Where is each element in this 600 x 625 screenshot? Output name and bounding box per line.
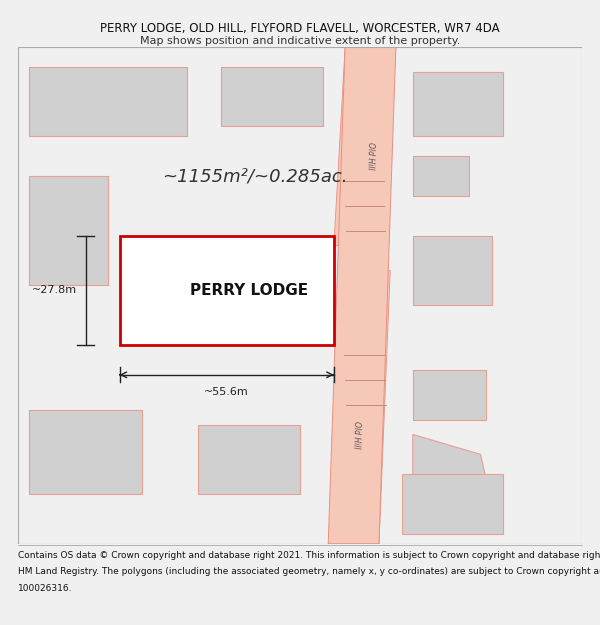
Polygon shape [334, 271, 390, 544]
Bar [119, 236, 334, 345]
Bar [221, 67, 323, 126]
Text: ~27.8m: ~27.8m [32, 286, 77, 296]
Polygon shape [334, 47, 396, 246]
Bar [29, 409, 142, 494]
Text: HM Land Registry. The polygons (including the associated geometry, namely x, y c: HM Land Registry. The polygons (includin… [18, 568, 600, 576]
Text: ~55.6m: ~55.6m [205, 388, 249, 398]
Polygon shape [328, 47, 396, 544]
Text: Contains OS data © Crown copyright and database right 2021. This information is : Contains OS data © Crown copyright and d… [18, 551, 600, 560]
Text: 100026316.: 100026316. [18, 584, 73, 592]
Bar [401, 474, 503, 534]
Polygon shape [413, 434, 492, 504]
Text: Old Hill: Old Hill [365, 142, 376, 170]
Bar [199, 424, 300, 494]
Text: PERRY LODGE: PERRY LODGE [190, 283, 308, 298]
Text: Map shows position and indicative extent of the property.: Map shows position and indicative extent… [140, 36, 460, 46]
Text: ~1155m²/~0.285ac.: ~1155m²/~0.285ac. [162, 167, 347, 185]
Text: PERRY LODGE, OLD HILL, FLYFORD FLAVELL, WORCESTER, WR7 4DA: PERRY LODGE, OLD HILL, FLYFORD FLAVELL, … [100, 22, 500, 35]
Bar [29, 176, 108, 286]
Bar [413, 72, 503, 136]
Bar [413, 370, 486, 419]
Bar [413, 236, 492, 305]
Text: Old Hill: Old Hill [352, 421, 361, 448]
Bar [413, 156, 469, 196]
Bar [29, 67, 187, 136]
